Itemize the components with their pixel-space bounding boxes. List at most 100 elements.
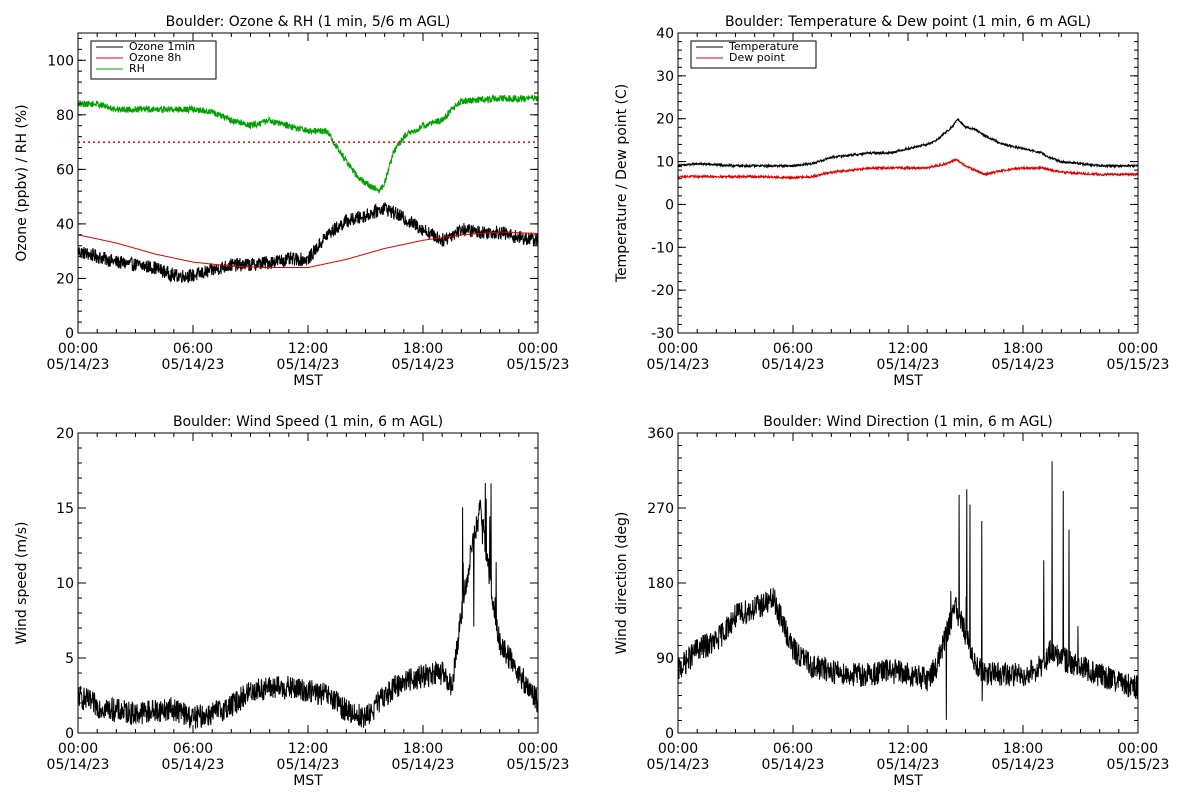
plot-area (678, 118, 1138, 181)
x-tick-label-time: 18:00 (1003, 741, 1043, 757)
x-tick-label-time: 12:00 (888, 741, 928, 757)
series-line-4 (678, 461, 1138, 720)
x-axis-label: MST (293, 373, 323, 389)
x-tick-label-date: 05/15/23 (507, 757, 570, 773)
x-tick-label-date: 05/14/23 (277, 757, 340, 773)
plot-area (78, 482, 538, 729)
chart-3: Boulder: Wind Speed (1 min, 6 m AGL) 0 5 10… (14, 414, 569, 789)
x-tick-label-date: 05/14/23 (162, 357, 225, 373)
y-tick-label: 180 (647, 576, 674, 592)
x-tick-label-time: 00:00 (58, 741, 98, 757)
y-axis-label: Wind speed (m/s) (14, 522, 30, 645)
y-tick-label: 5 (65, 651, 74, 667)
y-tick-label: -10 (651, 240, 674, 256)
legend-label: RH (129, 62, 145, 75)
x-tick-label-time: 12:00 (288, 741, 328, 757)
y-tick-label: 10 (56, 576, 74, 592)
y-tick-label: 360 (647, 426, 674, 442)
y-axis-label: Wind direction (deg) (614, 512, 630, 655)
x-tick-label-time: 18:00 (403, 341, 443, 357)
chart-1: Boulder: Ozone & RH (1 min, 5/6 m AGL) 0 2… (14, 14, 569, 389)
series-line-3 (78, 482, 538, 729)
x-tick-label-date: 05/14/23 (392, 757, 455, 773)
x-tick-label-date: 05/14/23 (762, 757, 825, 773)
series-line-ozone-8h (78, 231, 538, 269)
x-tick-label-time: 00:00 (518, 341, 558, 357)
legend-label: Temperature (728, 40, 799, 53)
y-tick-label: 40 (56, 217, 74, 233)
chart-title: Boulder: Ozone & RH (1 min, 5/6 m AGL) (166, 14, 451, 30)
x-tick-label-time: 18:00 (1003, 341, 1043, 357)
chart-title: Boulder: Wind Speed (1 min, 6 m AGL) (173, 414, 443, 430)
x-tick-label-time: 00:00 (658, 741, 698, 757)
x-tick-label-time: 00:00 (658, 341, 698, 357)
x-tick-label-time: 18:00 (403, 741, 443, 757)
y-tick-label: 10 (656, 155, 674, 171)
x-tick-label-date: 05/14/23 (647, 757, 710, 773)
x-tick-label-date: 05/15/23 (507, 357, 570, 373)
x-tick-label-date: 05/14/23 (162, 757, 225, 773)
y-tick-label: 40 (656, 26, 674, 42)
x-tick-label-time: 00:00 (58, 341, 98, 357)
x-tick-label-time: 12:00 (288, 341, 328, 357)
legend-label: Dew point (729, 51, 785, 64)
y-tick-label: 20 (656, 112, 674, 128)
series-line-temperature (678, 118, 1138, 169)
series-line-dew-point (678, 158, 1138, 181)
y-tick-label: 20 (56, 271, 74, 287)
y-tick-label: -30 (651, 326, 674, 342)
y-tick-label: 15 (56, 501, 74, 517)
chart-title: Boulder: Temperature & Dew point (1 min,… (725, 14, 1091, 30)
x-tick-label-date: 05/14/23 (47, 357, 110, 373)
x-tick-label-date: 05/14/23 (877, 757, 940, 773)
y-tick-label: 0 (665, 726, 674, 742)
x-tick-label-time: 06:00 (773, 741, 813, 757)
x-tick-label-time: 12:00 (888, 341, 928, 357)
x-tick-label-time: 06:00 (773, 341, 813, 357)
y-tick-label: 20 (56, 426, 74, 442)
x-tick-label-date: 05/14/23 (277, 357, 340, 373)
x-axis-label: MST (893, 773, 923, 789)
y-tick-label: 90 (656, 651, 674, 667)
chart-title: Boulder: Wind Direction (1 min, 6 m AGL) (763, 414, 1052, 430)
x-tick-label-date: 05/14/23 (47, 757, 110, 773)
x-tick-label-time: 00:00 (1118, 741, 1158, 757)
plot-area (678, 461, 1138, 720)
x-tick-label-time: 00:00 (1118, 341, 1158, 357)
chart-4: Boulder: Wind Direction (1 min, 6 m AGL)… (614, 414, 1169, 789)
y-axis-label: Ozone (ppbv) / RH (%) (14, 104, 30, 261)
x-tick-label-date: 05/14/23 (992, 357, 1055, 373)
axes-frame (677, 32, 1139, 334)
y-tick-label: 30 (656, 69, 674, 85)
y-tick-label: 0 (665, 197, 674, 213)
x-tick-label-date: 05/14/23 (877, 357, 940, 373)
chart-2: Boulder: Temperature & Dew point (1 min,… (614, 14, 1169, 389)
series-line-ozone-1min (78, 202, 538, 284)
y-tick-label: 0 (65, 726, 74, 742)
y-tick-label: 270 (647, 501, 674, 517)
legend-box (690, 40, 817, 69)
x-tick-label-date: 05/14/23 (762, 357, 825, 373)
x-tick-label-date: 05/14/23 (992, 757, 1055, 773)
x-axis-label: MST (893, 373, 923, 389)
y-axis-label: Temperature / Dew point (C) (614, 84, 630, 283)
y-tick-label: 60 (56, 162, 74, 178)
legend-label: Ozone 1min (129, 40, 195, 53)
y-tick-label: 100 (47, 53, 74, 69)
x-tick-label-time: 06:00 (173, 741, 213, 757)
y-tick-label: -20 (651, 283, 674, 299)
x-axis-label: MST (293, 773, 323, 789)
plot-area (78, 94, 538, 284)
x-tick-label-date: 05/15/23 (1107, 757, 1170, 773)
y-tick-label: 0 (65, 326, 74, 342)
x-tick-label-date: 05/14/23 (392, 357, 455, 373)
x-tick-label-time: 06:00 (173, 341, 213, 357)
x-tick-label-date: 05/15/23 (1107, 357, 1170, 373)
legend-label: Ozone 8h (129, 51, 181, 64)
y-tick-label: 80 (56, 108, 74, 124)
series-line-rh (78, 94, 538, 194)
x-tick-label-date: 05/14/23 (647, 357, 710, 373)
x-tick-label-time: 00:00 (518, 741, 558, 757)
